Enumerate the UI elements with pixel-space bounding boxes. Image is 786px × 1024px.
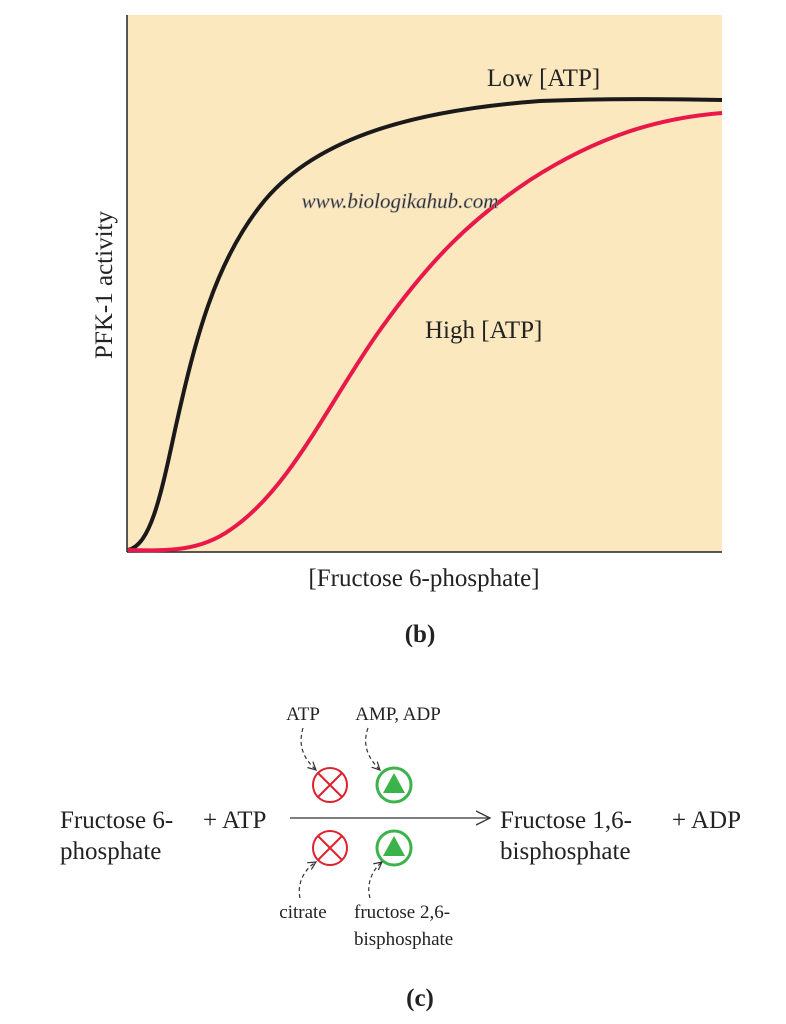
low-atp-curve [127, 97, 723, 552]
inhibitor-label: citrate [279, 902, 326, 923]
y-axis-label: PFK-1 activity [91, 211, 118, 359]
plot-area [127, 15, 722, 552]
activator-label: bisphosphate [354, 929, 453, 950]
product: Fructose 1,6- [500, 807, 632, 834]
activator-symbols [375, 766, 413, 867]
curve-label: Low [ATP] [487, 65, 600, 92]
cosubstrate: + ATP [203, 807, 266, 834]
caption: (b) [405, 621, 436, 648]
activator-label: AMP, ADP [355, 704, 441, 725]
curve-label: High [ATP] [425, 317, 542, 344]
inhibitor-symbols [312, 767, 348, 866]
substrate: phosphate [60, 838, 161, 865]
caption: (c) [406, 985, 434, 1012]
high-atp-curve [127, 111, 723, 553]
product: bisphosphate [500, 838, 631, 865]
regulation-arrows [298, 727, 382, 899]
substrate: Fructose 6- [60, 807, 173, 834]
inhibitor-label: ATP [286, 704, 320, 725]
x-axis-label: [Fructose 6-phosphate] [308, 565, 539, 592]
watermark: www.biologikahub.com [302, 189, 499, 213]
coproduct: + ADP [672, 807, 741, 834]
activator-label: fructose 2,6- [354, 902, 450, 923]
